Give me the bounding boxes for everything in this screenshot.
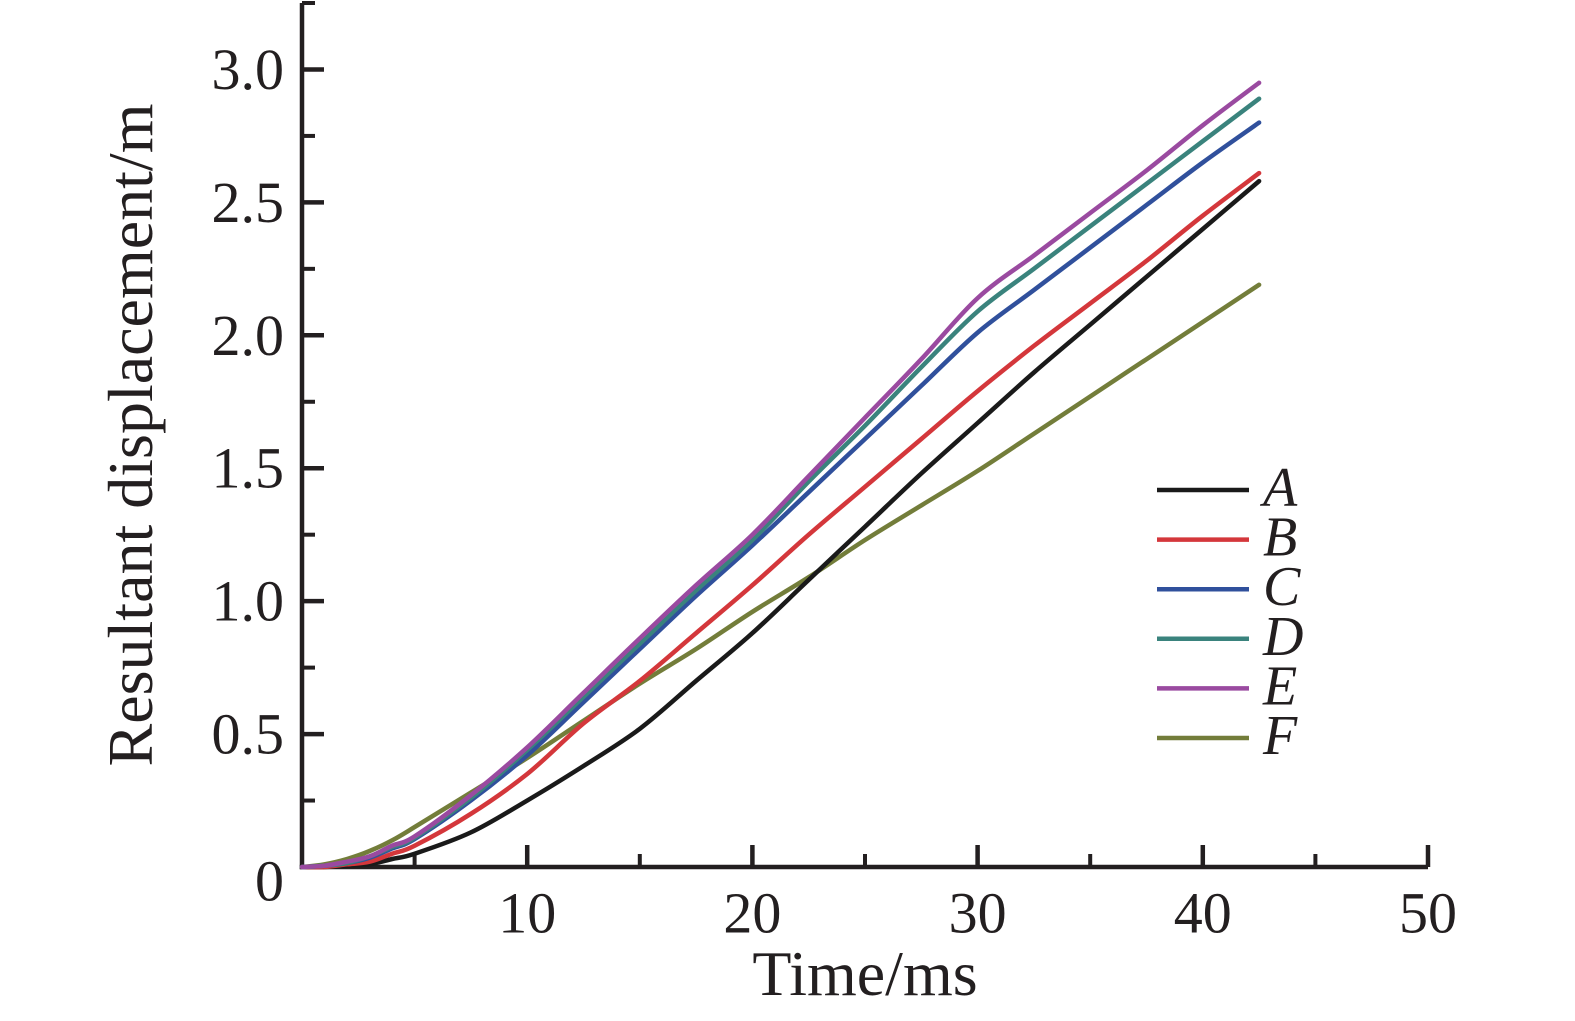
y-tick-label: 1.5 bbox=[212, 436, 285, 501]
series-line-F bbox=[299, 282, 1262, 870]
y-tick-label: 2.0 bbox=[212, 303, 285, 368]
y-tick-label: 0.5 bbox=[212, 702, 285, 767]
y-axis-title: Resultant displacement/m bbox=[95, 104, 166, 767]
legend-item-E: E bbox=[1157, 655, 1297, 717]
legend-label-A: A bbox=[1259, 457, 1298, 519]
legend-label-B: B bbox=[1263, 507, 1297, 569]
axes: 0 0.5 1.0 1.5 2.0 2.5 3.0 10 20 30 40 50 bbox=[212, 1, 1457, 946]
y-tick-label: 3.0 bbox=[212, 37, 285, 102]
series-line-D bbox=[299, 96, 1262, 870]
x-tick-label: 20 bbox=[723, 881, 781, 946]
legend-item-D: D bbox=[1157, 606, 1303, 668]
y-tick-label: 0 bbox=[255, 849, 284, 914]
legend-label-C: C bbox=[1263, 556, 1301, 618]
legend-label-F: F bbox=[1262, 705, 1298, 767]
series-line-B bbox=[299, 170, 1262, 870]
series-line-C bbox=[299, 120, 1262, 870]
legend-item-A: A bbox=[1157, 457, 1298, 519]
series-lines bbox=[299, 80, 1262, 870]
x-tick-label: 30 bbox=[949, 881, 1007, 946]
y-tick-label: 1.0 bbox=[212, 569, 285, 634]
legend-label-D: D bbox=[1262, 606, 1303, 668]
legend-item-C: C bbox=[1157, 556, 1301, 618]
series-line-A bbox=[299, 178, 1262, 870]
legend-item-F: F bbox=[1157, 705, 1298, 767]
series-line-E bbox=[299, 80, 1262, 870]
x-tick-label: 40 bbox=[1174, 881, 1232, 946]
legend-label-E: E bbox=[1262, 655, 1297, 717]
x-tick-label: 50 bbox=[1399, 881, 1457, 946]
legend-item-B: B bbox=[1157, 507, 1297, 569]
x-tick-label: 10 bbox=[498, 881, 556, 946]
x-axis-title: Time/ms bbox=[752, 938, 977, 1009]
y-tick-label: 2.5 bbox=[212, 170, 285, 235]
